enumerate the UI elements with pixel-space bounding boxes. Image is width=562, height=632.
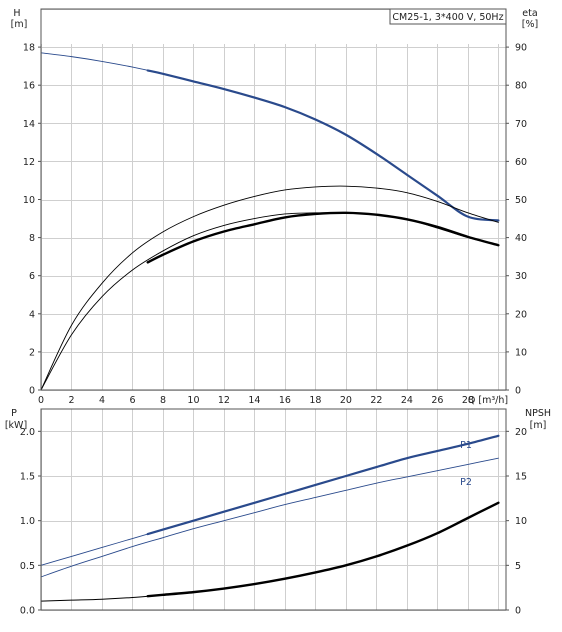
left-tick-label: 2.0 — [20, 427, 35, 438]
series-line-eta_inner — [40, 212, 499, 391]
right-tick-label: 10 — [515, 347, 527, 358]
power-npsh-frame — [40, 408, 507, 611]
left-tick-label: 1.0 — [20, 516, 35, 527]
series-line-bold-P1 — [146, 434, 500, 536]
chart-title: CM25-1, 3*400 V, 50Hz — [392, 12, 503, 23]
right-tick-label: 10 — [515, 516, 527, 527]
head-efficiency-curves — [40, 52, 500, 391]
right-tick-label: 20 — [515, 427, 527, 438]
left-axis-label-H: H — [13, 8, 20, 19]
right-tick-label: 30 — [515, 271, 527, 282]
left-axis-unit-H: [m] — [11, 19, 28, 30]
right-tick-label: 20 — [515, 309, 527, 320]
left-tick-label: 4 — [29, 309, 35, 320]
right-axis-unit-eta: [%] — [522, 19, 538, 30]
right-tick-label: 50 — [515, 195, 527, 206]
x-axis-label: Q [m³/h] — [468, 395, 508, 406]
x-tick-label: 14 — [248, 395, 260, 406]
left-tick-label: 8 — [29, 233, 35, 244]
right-tick-label: 80 — [515, 81, 527, 92]
series-label-P2: P2 — [460, 477, 472, 488]
left-tick-label: 10 — [23, 195, 35, 206]
x-tick-label: 22 — [370, 395, 382, 406]
left-tick-label: 0.0 — [20, 606, 35, 617]
left-tick-label: 18 — [23, 43, 35, 54]
x-tick-label: 8 — [160, 395, 166, 406]
title-box — [389, 8, 507, 25]
left-axis-unit-P: [kW] — [5, 420, 27, 431]
x-tick-label: 20 — [340, 395, 352, 406]
left-tick-label: 14 — [23, 119, 35, 130]
right-tick-label: 5 — [515, 561, 521, 572]
right-tick-label: 70 — [515, 119, 527, 130]
right-axis-label-npsh: NPSH — [525, 408, 551, 419]
right-tick-label: 0 — [515, 386, 521, 397]
x-tick-label: 26 — [431, 395, 443, 406]
series-line-P2 — [40, 457, 499, 578]
right-tick-label: 60 — [515, 157, 527, 168]
series-line-bold-H — [146, 69, 500, 222]
x-tick-label: 12 — [218, 395, 230, 406]
series-line-bold-eta_bold — [146, 211, 500, 264]
x-tick-label: 18 — [309, 395, 321, 406]
right-tick-label: 40 — [515, 233, 527, 244]
left-tick-label: 0 — [29, 386, 35, 397]
left-tick-label: 2 — [29, 347, 35, 358]
series-line-NPSH — [40, 502, 499, 602]
right-axis-unit-npsh: [m] — [530, 420, 547, 431]
x-tick-label: 10 — [187, 395, 199, 406]
right-axis-label-eta: eta — [522, 8, 537, 19]
x-tick-label: 24 — [401, 395, 413, 406]
power-npsh-ticks: 0.0 0.5 1.0 1.5 2.0 0 5 10 15 20 — [20, 427, 527, 617]
x-tick-label: 0 — [38, 395, 44, 406]
x-tick-label: 2 — [68, 395, 74, 406]
series-line-bold-NPSH — [146, 501, 500, 598]
series-line-eta_outer — [40, 185, 499, 391]
left-tick-label: 6 — [29, 271, 35, 282]
x-tick-label: 4 — [99, 395, 105, 406]
series-label-P1: P1 — [460, 440, 472, 451]
right-tick-label: 0 — [515, 606, 521, 617]
x-tick-label: 28 — [462, 395, 474, 406]
head-efficiency-frame — [40, 8, 507, 391]
series-line-P1 — [40, 435, 499, 566]
left-tick-label: 16 — [23, 81, 35, 92]
left-tick-label: 12 — [23, 157, 35, 168]
x-tick-label: 6 — [129, 395, 135, 406]
power-npsh-curves — [40, 434, 500, 602]
x-tick-label: 16 — [279, 395, 291, 406]
right-tick-label: 15 — [515, 472, 527, 483]
series-line-H — [40, 52, 499, 221]
head-efficiency-grid — [41, 9, 506, 391]
left-axis-label-P: P — [11, 408, 17, 419]
left-tick-label: 0.5 — [20, 561, 35, 572]
right-tick-label: 90 — [515, 43, 527, 54]
left-tick-label: 1.5 — [20, 472, 35, 483]
